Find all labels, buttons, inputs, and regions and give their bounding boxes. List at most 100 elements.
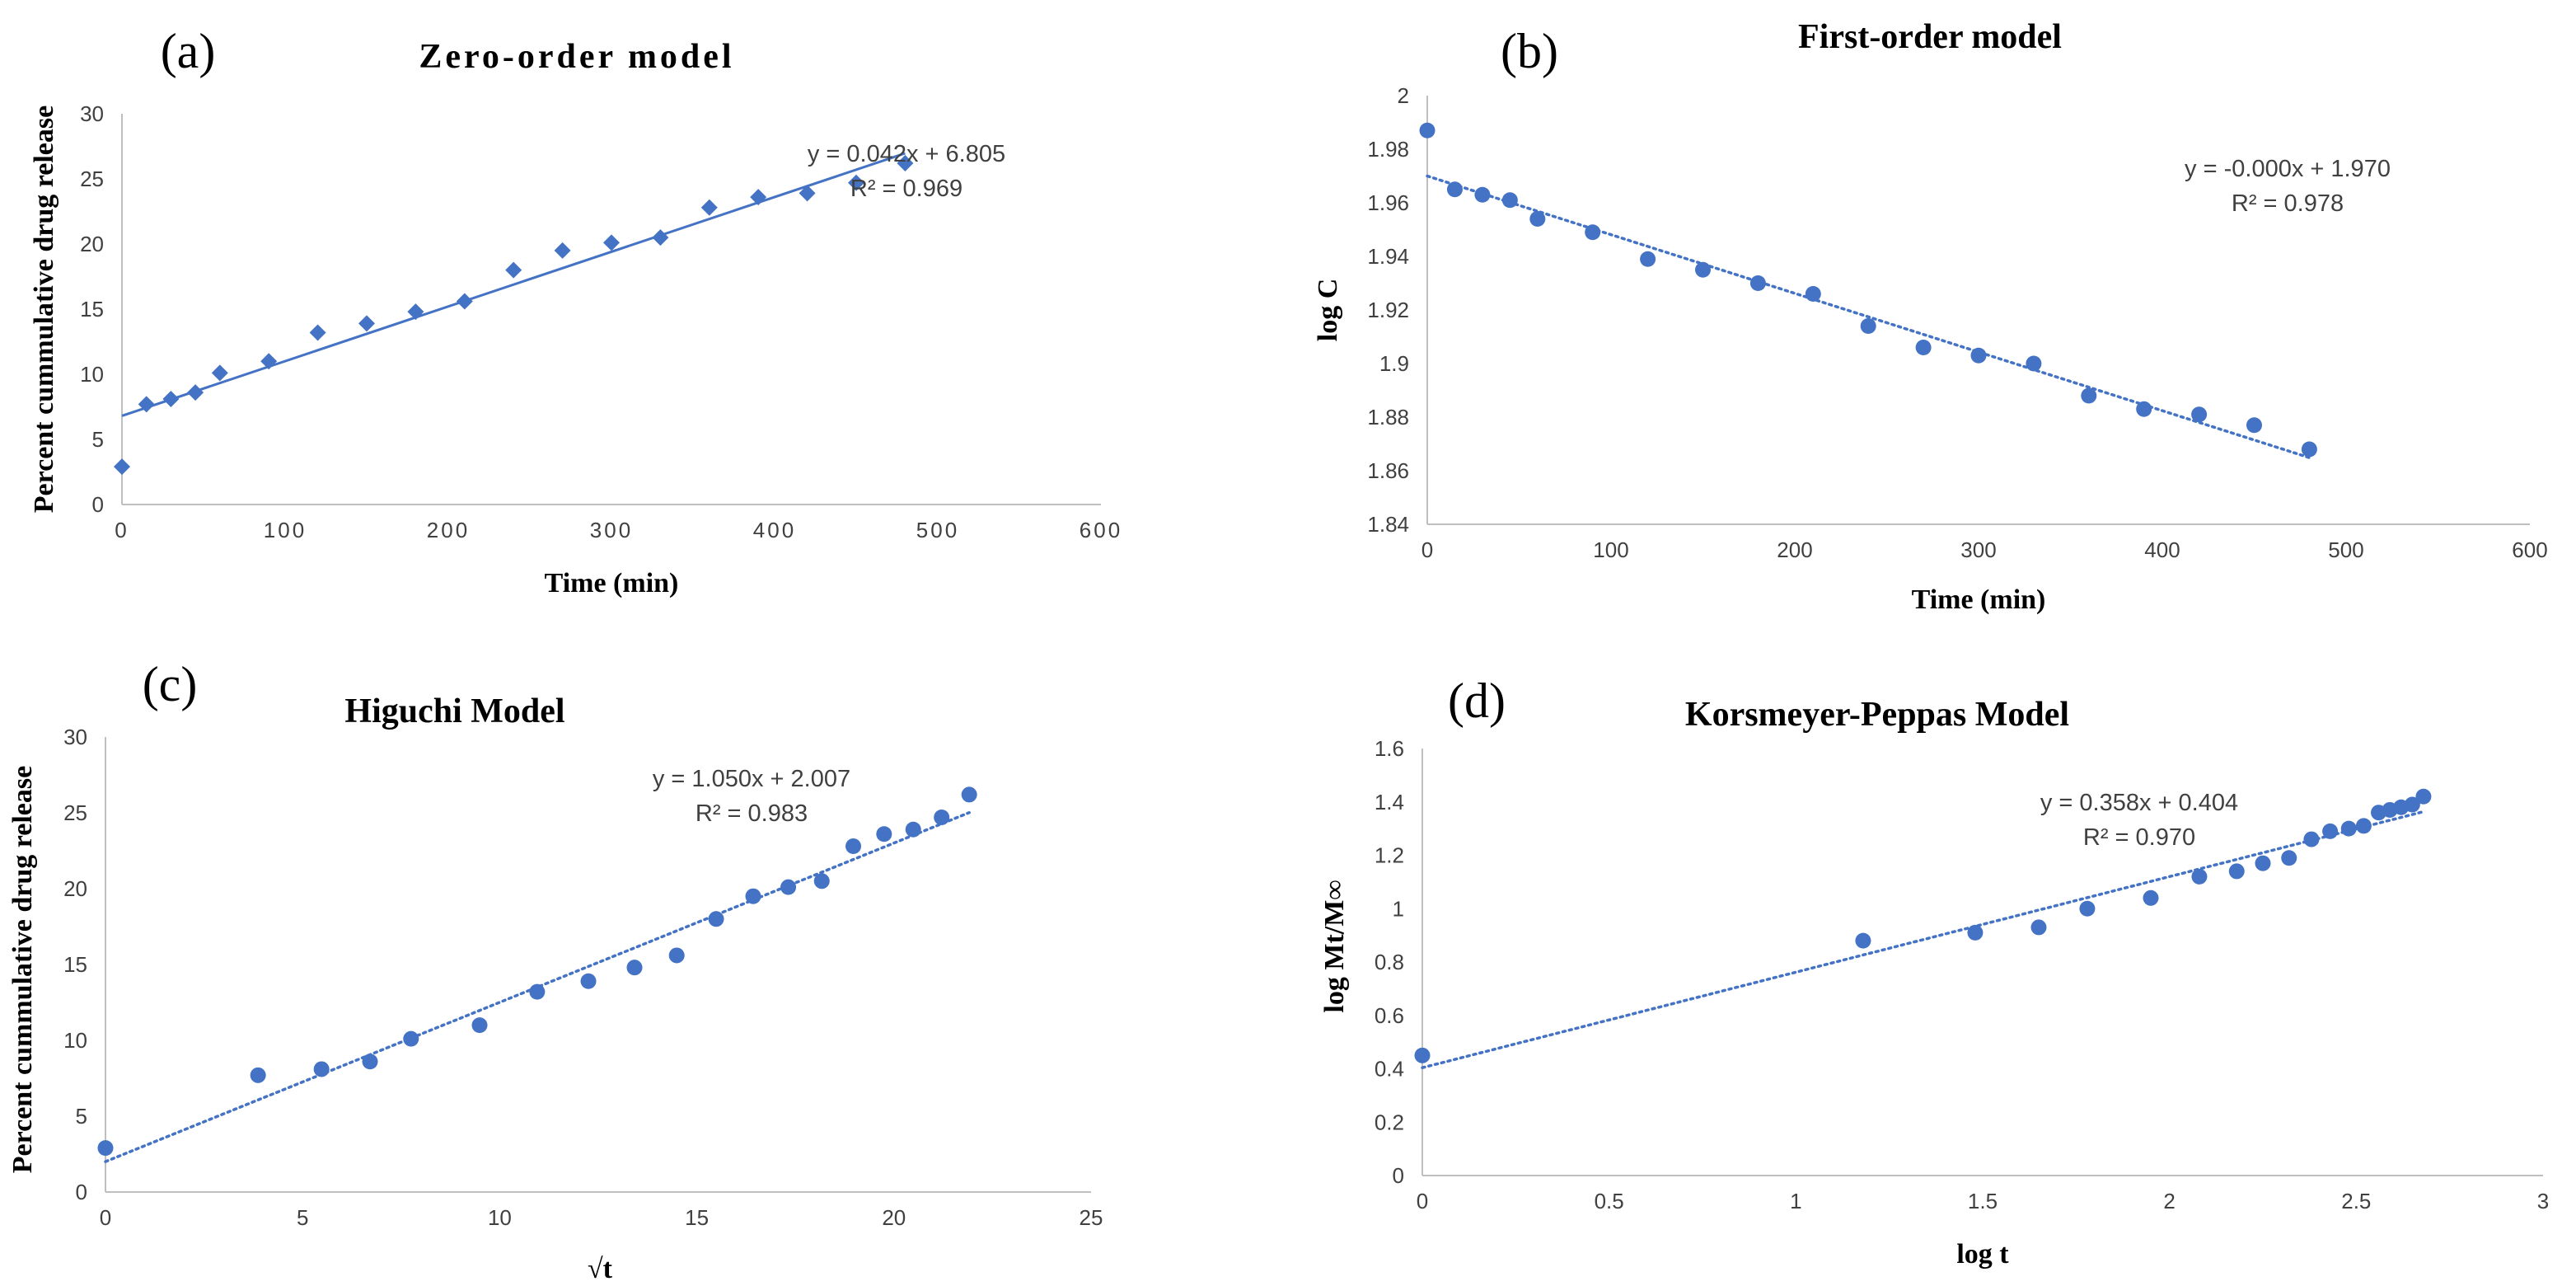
x-tick-label: 0: [1421, 537, 1433, 562]
x-tick-label: 400: [2144, 537, 2180, 562]
data-point: [138, 396, 155, 413]
y-tick-label: 0.2: [1375, 1110, 1404, 1134]
y-axis-label: log C: [1313, 279, 1343, 342]
data-point: [2415, 788, 2432, 805]
x-tick-label: 10: [488, 1205, 512, 1230]
data-point: [529, 983, 546, 1000]
data-point: [2228, 863, 2245, 880]
data-point: [114, 458, 130, 476]
chart-title: Korsmeyer-Peppas Model: [1685, 696, 2069, 734]
data-point: [362, 1054, 378, 1070]
data-point: [799, 185, 816, 202]
y-tick-label: 5: [92, 427, 104, 452]
data-point: [934, 810, 950, 826]
data-point: [1915, 340, 1932, 355]
y-tick-label: 1: [1393, 896, 1404, 921]
data-point: [1585, 224, 1601, 241]
data-point: [260, 353, 278, 370]
r-squared-label: R² = 0.983: [696, 800, 808, 827]
data-point: [1474, 186, 1491, 203]
chart-panel-c: 0 5 10 15 20 25 0 5 10 15 20 25 30 (c) Higuchi Model √t…: [7, 657, 1103, 1284]
y-tick-label: 0: [1393, 1163, 1404, 1188]
panel-label: (d): [1448, 674, 1506, 728]
trendline-equation: y = -0.000x + 1.970: [2185, 156, 2391, 182]
y-tick-label: 0.8: [1375, 950, 1404, 974]
x-tick-label: 2.5: [2341, 1189, 2371, 1213]
x-tick-label: 0: [100, 1205, 111, 1230]
data-point: [1419, 122, 1436, 138]
y-tick-label: 25: [63, 800, 87, 825]
data-point: [700, 199, 718, 216]
data-point: [162, 391, 180, 408]
y-axis-label: Percent cummulative drug release: [29, 106, 59, 513]
trendline: [104, 811, 971, 1163]
data-point: [1695, 261, 1711, 278]
data-point: [780, 879, 797, 895]
y-tick-label: 1.6: [1375, 736, 1404, 761]
panel-label: (a): [161, 24, 216, 78]
data-point: [97, 1140, 114, 1157]
r-squared-label: R² = 0.969: [850, 176, 962, 202]
x-tick-label: 100: [1593, 537, 1628, 562]
data-point: [456, 293, 473, 310]
x-tick-label: 3: [2537, 1189, 2549, 1213]
data-point: [358, 315, 375, 332]
data-point: [708, 911, 724, 927]
x-tick-label: 0: [115, 518, 129, 542]
data-point: [309, 324, 326, 341]
y-tick-label: 10: [63, 1028, 87, 1053]
chart-title: Zero-order model: [419, 38, 734, 76]
data-point: [876, 826, 892, 842]
data-point: [668, 947, 685, 964]
x-tick-label: 200: [427, 518, 470, 542]
x-tick-label: 5: [297, 1205, 308, 1230]
data-point: [2030, 919, 2047, 936]
chart-title: First-order model: [1798, 18, 2062, 56]
trendline: [121, 152, 906, 417]
data-point: [2081, 387, 2097, 404]
data-point: [2303, 831, 2320, 847]
y-tick-label: 1.88: [1367, 405, 1409, 429]
x-tick-label: 500: [916, 518, 959, 542]
data-point: [1855, 932, 1871, 949]
x-tick-label: 600: [2512, 537, 2547, 562]
data-point: [2246, 417, 2262, 434]
data-point: [1967, 924, 1984, 941]
y-tick-label: 1.98: [1367, 137, 1409, 162]
trendline-equation: y = 0.358x + 0.404: [2040, 790, 2238, 816]
data-point: [250, 1067, 266, 1083]
data-point: [1501, 192, 1518, 209]
data-point: [652, 229, 669, 246]
y-tick-label: 15: [63, 952, 87, 977]
data-point: [2191, 406, 2208, 423]
y-tick-label: 1.2: [1375, 843, 1404, 868]
x-tick-label: 1.5: [1968, 1189, 1998, 1213]
y-tick-label: 0.6: [1375, 1003, 1404, 1028]
x-tick-label: 0.5: [1595, 1189, 1624, 1213]
data-point: [1749, 275, 1766, 291]
data-point: [2340, 820, 2357, 837]
data-point: [2191, 868, 2208, 885]
data-point: [1446, 181, 1463, 198]
y-tick-label: 1.92: [1367, 298, 1409, 322]
data-point: [313, 1061, 330, 1077]
data-point: [407, 303, 424, 321]
y-tick-label: 5: [76, 1104, 87, 1129]
chart-panel-d: 0 0.5 1 1.5 2 2.5 3 0 0.2 0.4 0.6 0.8 1 1.2 1.4 1.6 (d) K…: [1319, 674, 2549, 1270]
y-tick-label: 15: [80, 297, 104, 322]
data-point: [750, 189, 767, 206]
r-squared-label: R² = 0.978: [2232, 190, 2344, 217]
r-squared-label: R² = 0.970: [2083, 824, 2195, 851]
chart-panel-b: 0 100 200 300 400 500 600 1.84 1.86 1.88 1.9 1.92 1.…: [1313, 18, 2548, 615]
x-tick-label: 20: [882, 1205, 906, 1230]
x-tick-label: 2: [2163, 1189, 2175, 1213]
data-point: [2026, 355, 2042, 372]
data-point: [2255, 855, 2271, 871]
trendline-equation: y = 1.050x + 2.007: [653, 766, 850, 792]
y-tick-label: 1.96: [1367, 190, 1409, 215]
x-tick-label: 100: [264, 518, 307, 542]
data-point: [961, 786, 977, 803]
data-point: [2136, 401, 2152, 417]
